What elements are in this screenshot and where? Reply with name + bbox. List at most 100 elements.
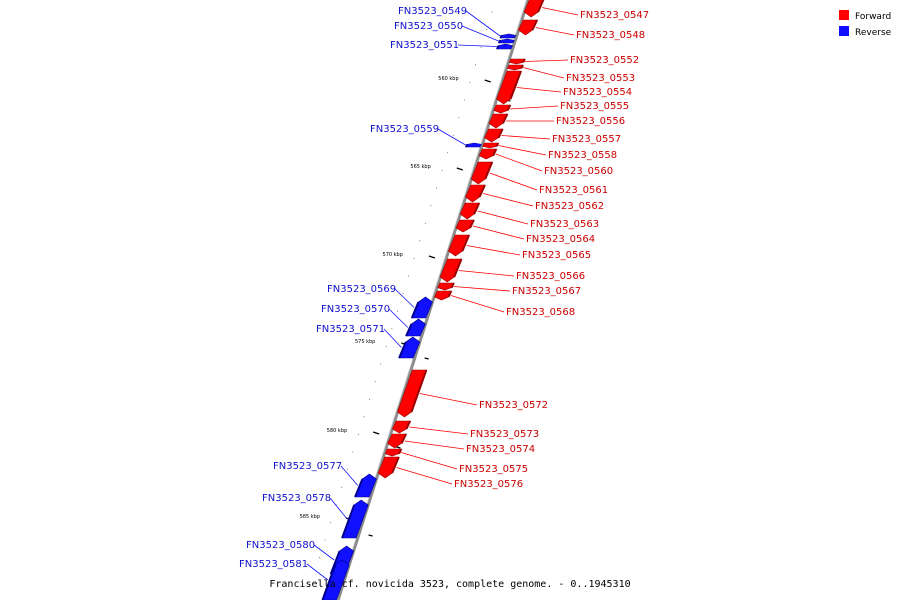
gene-fn3523-0553[interactable] [506,64,524,71]
gene-label[interactable]: FN3523_0552 [570,55,639,66]
gene-label[interactable]: FN3523_0565 [522,250,591,261]
gene-fn3523-0570[interactable] [405,318,426,337]
gene-fn3523-0565[interactable] [448,234,471,257]
gene-label[interactable]: FN3523_0554 [563,87,632,98]
gene-fn3523-0581[interactable] [321,559,350,600]
gene-label[interactable]: FN3523_0559 [370,124,439,135]
gene-label[interactable]: FN3523_0555 [560,101,629,112]
gene-label[interactable]: FN3523_0563 [530,219,599,230]
gene-arrow [384,448,402,457]
gene-label[interactable]: FN3523_0549 [398,6,467,17]
gene-fn3523-0554[interactable] [496,70,522,105]
gene-shade [410,369,428,413]
gene-arrow [391,420,411,434]
gene-fn3523-0556[interactable] [488,113,509,129]
minor-tick [324,539,326,541]
minor-tick [402,293,404,295]
gene-fn3523-0571[interactable] [398,336,421,359]
minor-tick [396,310,398,312]
gene-fn3523-0572[interactable] [397,369,428,418]
gene-label[interactable]: FN3523_0567 [512,286,581,297]
gene-shade [321,564,337,600]
gene-shade [447,290,453,298]
minor-tick [363,416,365,418]
gene-fn3523-0555[interactable] [493,104,512,114]
gene-fn3523-0549[interactable] [499,33,517,39]
gene-leader-line [525,59,569,62]
gene-label[interactable]: FN3523_0558 [548,150,617,161]
gene-label[interactable]: FN3523_0561 [539,185,608,196]
gene-label[interactable]: FN3523_0557 [552,134,621,145]
gene-shade [506,104,512,111]
gene-label[interactable]: FN3523_0556 [556,116,625,127]
gene-fn3523-0552[interactable] [508,58,526,65]
gene-label[interactable]: FN3523_0568 [506,307,575,318]
legend-label-forward: Forward [855,12,891,22]
gene-fn3523-0573[interactable] [391,420,412,434]
gene-fn3523-0562[interactable] [465,184,486,203]
gene-fn3523-0576[interactable] [377,456,400,479]
gene-fn3523-0548[interactable] [518,19,539,36]
gene-fn3523-0567[interactable] [437,282,455,291]
gene-fn3523-0550[interactable] [497,38,515,44]
gene-shade [398,448,403,455]
gene-shade [354,478,364,498]
gene-fn3523-0560[interactable] [478,148,498,160]
gene-label[interactable]: FN3523_0570 [321,304,390,315]
gene-label[interactable]: FN3523_0569 [327,284,396,295]
tick-label: 560 kbp [438,76,458,82]
gene-label[interactable]: FN3523_0548 [576,30,645,41]
gene-label[interactable]: FN3523_0564 [526,234,595,245]
gene-label[interactable]: FN3523_0566 [516,271,585,282]
gene-label[interactable]: FN3523_0562 [535,201,604,212]
gene-label[interactable]: FN3523_0553 [566,73,635,84]
legend-item-forward[interactable]: Forward [839,10,891,22]
gene-leader-line [477,210,529,225]
gene-fn3523-0561[interactable] [470,161,494,185]
gene-arrow [496,43,513,50]
gene-fn3523-0574[interactable] [387,433,407,449]
tick-mark [484,79,491,83]
gene-label[interactable]: FN3523_0580 [246,540,315,551]
gene-fn3523-0547[interactable] [523,0,545,18]
gene-label[interactable]: FN3523_0574 [466,444,535,455]
gene-label[interactable]: FN3523_0577 [273,461,342,472]
gene-fn3523-0551[interactable] [496,43,513,50]
minor-tick [419,240,421,242]
gene-fn3523-0563[interactable] [459,202,481,220]
gene-shade [520,64,524,69]
gene-label[interactable]: FN3523_0573 [470,429,539,440]
gene-fn3523-0577[interactable] [354,473,377,498]
gene-label[interactable]: FN3523_0571 [316,324,385,335]
minor-tick [441,169,443,171]
gene-fn3523-0575[interactable] [384,448,403,457]
gene-leader-line [388,308,409,328]
gene-fn3523-0558[interactable] [482,142,500,149]
gene-label[interactable]: FN3523_0578 [262,493,331,504]
gene-arrow [518,19,538,36]
gene-label[interactable]: FN3523_0550 [394,21,463,32]
gene-label[interactable]: FN3523_0581 [239,559,308,570]
gene-fn3523-0569[interactable] [410,296,433,319]
legend-label-reverse: Reverse [855,28,892,38]
gene-label[interactable]: FN3523_0572 [479,400,548,411]
gene-label[interactable]: FN3523_0547 [580,10,649,21]
gene-leader-line [401,452,458,470]
minor-tick [435,187,437,189]
gene-fn3523-0559[interactable] [465,142,482,148]
gene-fn3523-0568[interactable] [434,290,453,301]
legend-item-reverse[interactable]: Reverse [839,26,892,38]
gene-shade [495,142,500,147]
gene-fn3523-0566[interactable] [439,258,463,283]
gene-label-layer: FN3523_0547 FN3523_0548 FN3523_0549 FN3523_… [239,6,649,581]
gene-shade [499,34,503,39]
gene-fn3523-0578[interactable] [341,499,369,539]
gene-arrow [437,282,455,291]
gene-fn3523-0557[interactable] [484,128,504,143]
minor-tick [357,433,359,435]
gene-label[interactable]: FN3523_0551 [390,40,459,51]
gene-label[interactable]: FN3523_0560 [544,166,613,177]
gene-label[interactable]: FN3523_0575 [459,464,528,475]
gene-fn3523-0564[interactable] [455,219,475,233]
gene-label[interactable]: FN3523_0576 [454,479,523,490]
